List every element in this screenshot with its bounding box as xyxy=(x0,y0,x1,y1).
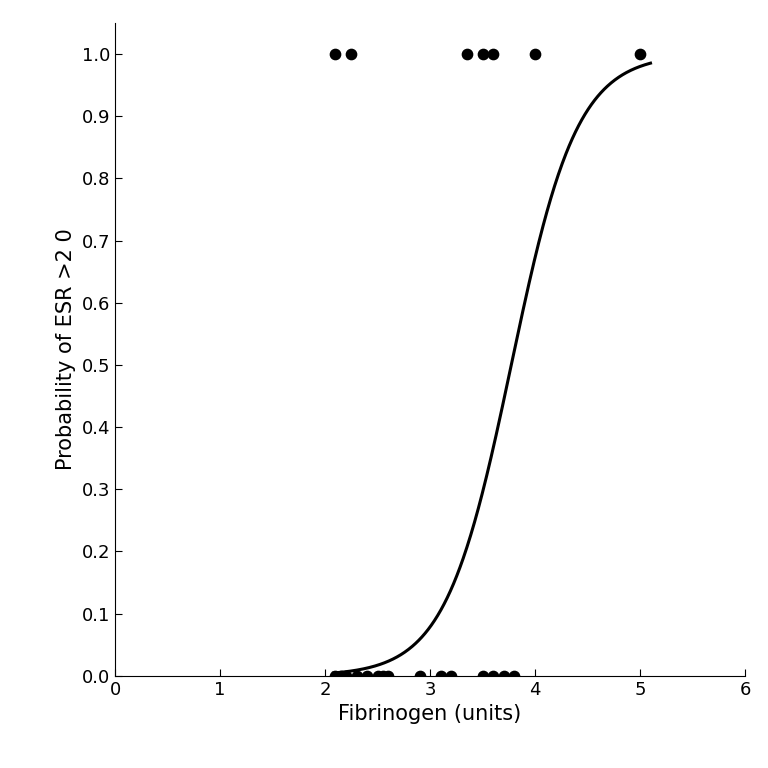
Point xyxy=(487,48,499,60)
Point xyxy=(361,670,373,682)
Point xyxy=(529,48,541,60)
Point xyxy=(435,670,447,682)
Point xyxy=(445,670,457,682)
Point xyxy=(476,48,488,60)
Point xyxy=(487,670,499,682)
Y-axis label: Probability of ESR >2 0: Probability of ESR >2 0 xyxy=(56,229,76,470)
X-axis label: Fibrinogen (units): Fibrinogen (units) xyxy=(339,704,521,724)
Point xyxy=(382,670,394,682)
Point xyxy=(461,48,473,60)
Point xyxy=(498,670,510,682)
Point xyxy=(376,670,389,682)
Point xyxy=(329,48,341,60)
Point xyxy=(508,670,520,682)
Point xyxy=(476,670,488,682)
Point xyxy=(329,670,341,682)
Point xyxy=(335,670,347,682)
Point xyxy=(350,670,362,682)
Point xyxy=(372,670,384,682)
Point xyxy=(340,670,353,682)
Point xyxy=(634,48,646,60)
Point xyxy=(346,48,358,60)
Point xyxy=(413,670,425,682)
